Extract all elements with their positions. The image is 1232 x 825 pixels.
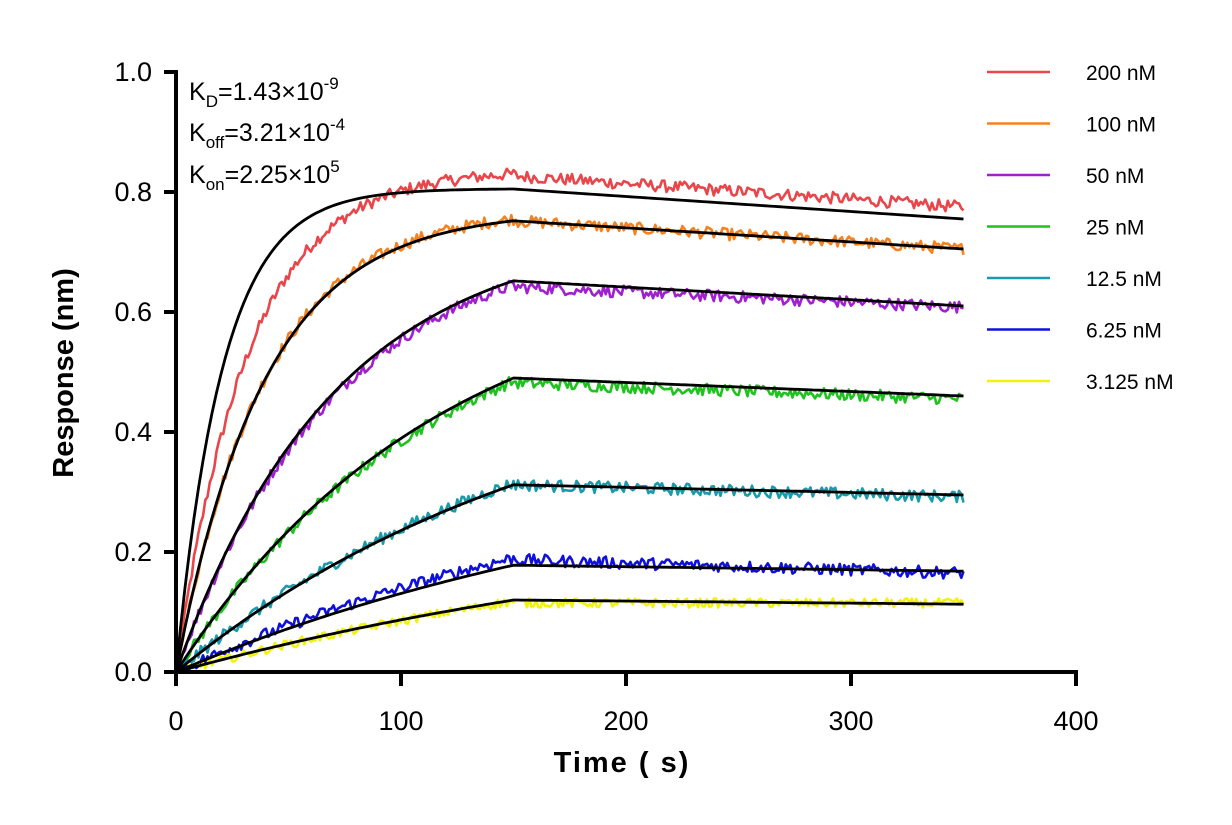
legend-label: 100 nM: [1086, 114, 1156, 137]
y-tick-label: 0.4: [114, 417, 152, 447]
y-axis-title: Response (nm): [48, 268, 80, 477]
y-tick-label: 0.6: [114, 297, 152, 327]
y-tick-label: 0.8: [114, 177, 152, 207]
data-series-0: [174, 167, 965, 673]
y-tick-label: 0.0: [114, 657, 152, 687]
fit-curve-1: [174, 219, 964, 673]
legend-label: 25 nM: [1086, 217, 1144, 240]
x-tick-label: 300: [828, 706, 873, 736]
data-series-5: [175, 553, 965, 674]
kon-annotation: Kon=2.25×105: [189, 157, 340, 194]
x-axis-title: Time ( s): [554, 747, 691, 779]
x-tick-label: 0: [168, 706, 183, 736]
legend: 200 nM 100 nM 50 nM 25 nM 12.5 nM 6.25 nM 3.12…: [987, 62, 1174, 394]
data-series-2: [174, 279, 964, 673]
legend-label: 3.125 nM: [1086, 371, 1174, 394]
fit-curve-4: [175, 483, 964, 674]
fit-curve-2: [174, 279, 964, 673]
x-tick-label: 400: [1053, 706, 1098, 736]
y-tick-label: 0.2: [114, 537, 152, 567]
fit-curves: [174, 187, 964, 674]
data-curves: [174, 167, 965, 674]
y-tick-label: 1.0: [114, 57, 152, 87]
legend-label: 50 nM: [1086, 165, 1144, 188]
ticks: 0.0 0.2 0.4 0.6 0.8 1.0 0 100 200 300 400: [114, 57, 1098, 736]
legend-label: 6.25 nM: [1086, 320, 1162, 343]
fit-curve-3: [174, 376, 964, 673]
fit-curve-5: [175, 563, 964, 674]
kinetic-parameters: KD=1.43×10-9 Koff=3.21×10-4 Kon=2.25×105: [189, 74, 345, 194]
legend-label: 200 nM: [1086, 62, 1156, 85]
x-tick-label: 200: [603, 706, 648, 736]
data-series-6: [175, 597, 965, 674]
koff-annotation: Koff=3.21×10-4: [189, 115, 345, 152]
fit-curve-0: [174, 187, 964, 673]
kd-annotation: KD=1.43×10-9: [189, 74, 339, 111]
x-tick-label: 100: [378, 706, 423, 736]
legend-label: 12.5 nM: [1086, 268, 1162, 291]
fit-curve-6: [175, 598, 964, 674]
